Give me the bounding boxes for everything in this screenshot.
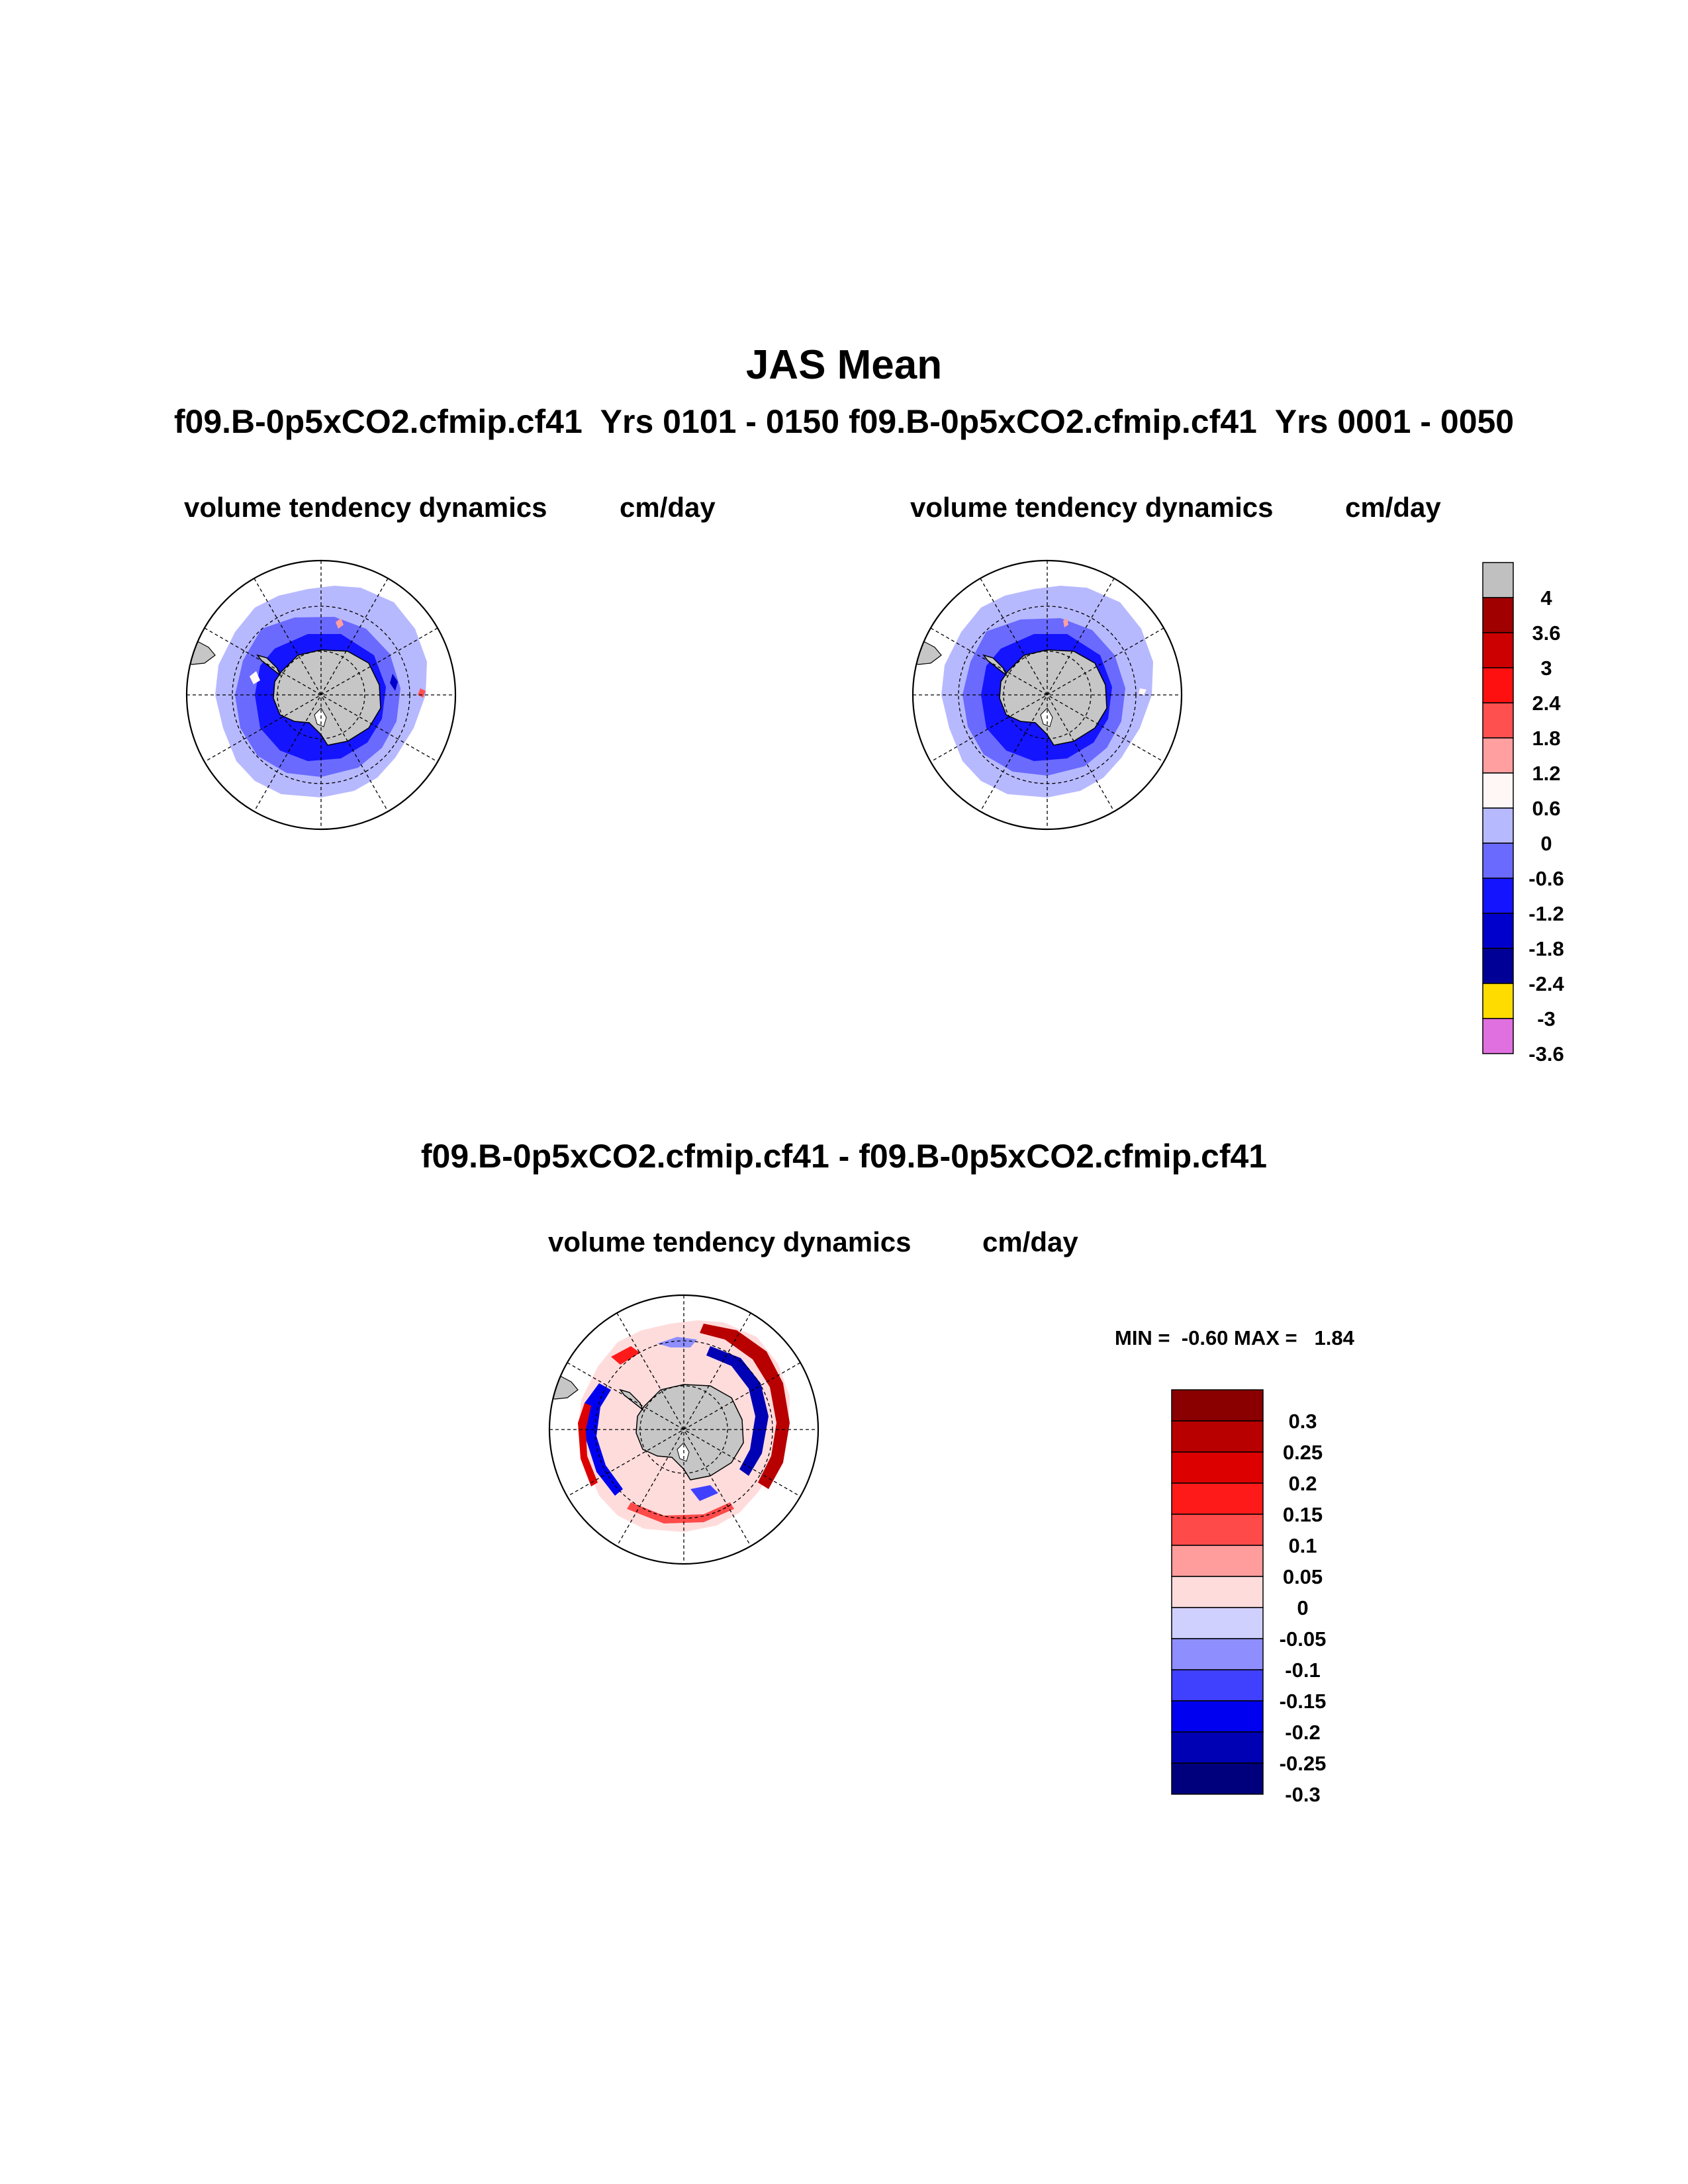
colorbar-diff-label-8: -0.1 (1285, 1659, 1320, 1682)
colorbar-abs-swatch-8 (1482, 842, 1514, 879)
colorbar-diff-swatch-8 (1171, 1638, 1264, 1670)
polar-map-difference (548, 1294, 820, 1565)
colorbar-diff-label-7: -0.05 (1280, 1627, 1327, 1651)
colorbar-diff-label-1: 0.25 (1283, 1441, 1323, 1464)
colorbar-abs-swatch-10 (1482, 913, 1514, 949)
colorbar-abs-swatch-9 (1482, 878, 1514, 914)
colorbar-abs-label-13: -3.6 (1528, 1042, 1564, 1066)
colorbar-abs-label-9: -1.2 (1528, 902, 1564, 925)
colorbar-diff-swatch-10 (1171, 1700, 1264, 1733)
figure-title: JAS Mean (745, 342, 943, 388)
colorbar-diff-label-3: 0.15 (1283, 1503, 1323, 1526)
colorbar-diff-label-0: 0.3 (1288, 1410, 1317, 1433)
colorbar-diff-swatch-3 (1171, 1482, 1264, 1515)
min-max-readout: MIN = -0.60 MAX = 1.84 (1115, 1326, 1354, 1349)
map-frame (548, 1294, 820, 1565)
polar-map-1 (185, 559, 457, 831)
panel2-title: volume tendency dynamics (910, 492, 1274, 523)
antarctica (619, 1384, 744, 1480)
colorbar-abs-swatch-3 (1482, 667, 1514, 704)
graticule (549, 1295, 818, 1564)
colorbar-abs-label-1: 3.6 (1532, 621, 1560, 645)
colorbar-diff-label-2: 0.2 (1288, 1472, 1317, 1495)
colorbar-diff-swatch-4 (1171, 1514, 1264, 1546)
colorbar-diff-swatch-1 (1171, 1420, 1264, 1453)
colorbar-abs-label-3: 2.4 (1532, 692, 1561, 715)
colorbar-abs-swatch-6 (1482, 772, 1514, 809)
colorbar-abs-swatch-7 (1482, 807, 1514, 844)
colorbar-abs-swatch-0 (1482, 562, 1514, 598)
colorbar-diff-label-4: 0.1 (1288, 1534, 1317, 1557)
colorbar-diff-swatch-6 (1171, 1576, 1264, 1608)
map-frame (185, 559, 457, 831)
colorbar-diff-swatch-0 (1171, 1389, 1264, 1422)
colorbar-abs-swatch-2 (1482, 632, 1514, 668)
colorbar-abs-swatch-1 (1482, 597, 1514, 633)
colorbar-abs-swatch-13 (1482, 1018, 1514, 1054)
colorbar-abs-label-4: 1.8 (1532, 727, 1560, 750)
colorbar-diff-swatch-9 (1171, 1669, 1264, 1702)
colorbar-abs-swatch-5 (1482, 737, 1514, 774)
colorbar-diff-label-9: -0.15 (1280, 1690, 1327, 1713)
case-comparison-line: f09.B-0p5xCO2.cfmip.cf41 Yrs 0101 - 0150… (173, 403, 1515, 440)
colorbar-difference: 0.3 0.25 0.2 0.15 0.1 0.05 0 -0.05 -0.1 -0.15 -0.2… (1171, 1389, 1327, 1806)
colorbar-diff-label-6: 0 (1297, 1596, 1308, 1619)
colorbar-diff-swatch-7 (1171, 1607, 1264, 1639)
polar-map-2 (912, 559, 1183, 831)
colorbar-abs-label-5: 1.2 (1532, 762, 1560, 785)
difference-title: f09.B-0p5xCO2.cfmip.cf41 - f09.B-0p5xCO2… (420, 1138, 1268, 1175)
colorbar-abs-label-0: 4 (1540, 586, 1552, 610)
colorbar-diff-label-10: -0.2 (1285, 1721, 1320, 1744)
colorbar-abs-label-12: -3 (1537, 1007, 1556, 1030)
colorbar-diff-swatch-12 (1171, 1762, 1264, 1795)
panel3-title: volume tendency dynamics (548, 1226, 912, 1257)
colorbar-abs-label-7: 0 (1540, 832, 1552, 855)
south-america (187, 641, 216, 665)
colorbar-diff-swatch-2 (1171, 1451, 1264, 1484)
colorbar-abs-label-11: -2.4 (1528, 972, 1564, 995)
colorbar-abs-label-6: 0.6 (1532, 797, 1560, 820)
graticule (913, 561, 1182, 829)
colorbar-absolute: 4 3.6 3 2.4 1.8 1.2 0.6 0 -0.6 -1.2 -1.8 -2.4 -3 -3.6 (1482, 562, 1564, 1066)
colorbar-diff-label-11: -0.25 (1280, 1752, 1327, 1775)
map-frame (912, 559, 1183, 831)
south-america (913, 641, 942, 665)
colorbar-abs-label-2: 3 (1540, 657, 1552, 680)
south-america (549, 1376, 579, 1400)
colorbar-abs-swatch-12 (1482, 983, 1514, 1019)
panel1-units: cm/day (620, 492, 716, 523)
panel3-units: cm/day (982, 1226, 1078, 1257)
colorbar-abs-label-10: -1.8 (1528, 937, 1564, 960)
colorbar-abs-label-8: -0.6 (1528, 867, 1564, 890)
panel2-units: cm/day (1345, 492, 1441, 523)
colorbar-abs-swatch-4 (1482, 702, 1514, 739)
colorbar-abs-swatch-11 (1482, 948, 1514, 984)
colorbar-diff-swatch-5 (1171, 1545, 1264, 1577)
panel1-title: volume tendency dynamics (184, 492, 547, 523)
colorbar-diff-label-12: -0.3 (1285, 1783, 1320, 1806)
colorbar-diff-swatch-11 (1171, 1731, 1264, 1764)
colorbar-diff-label-5: 0.05 (1283, 1565, 1323, 1588)
graticule (187, 561, 455, 829)
